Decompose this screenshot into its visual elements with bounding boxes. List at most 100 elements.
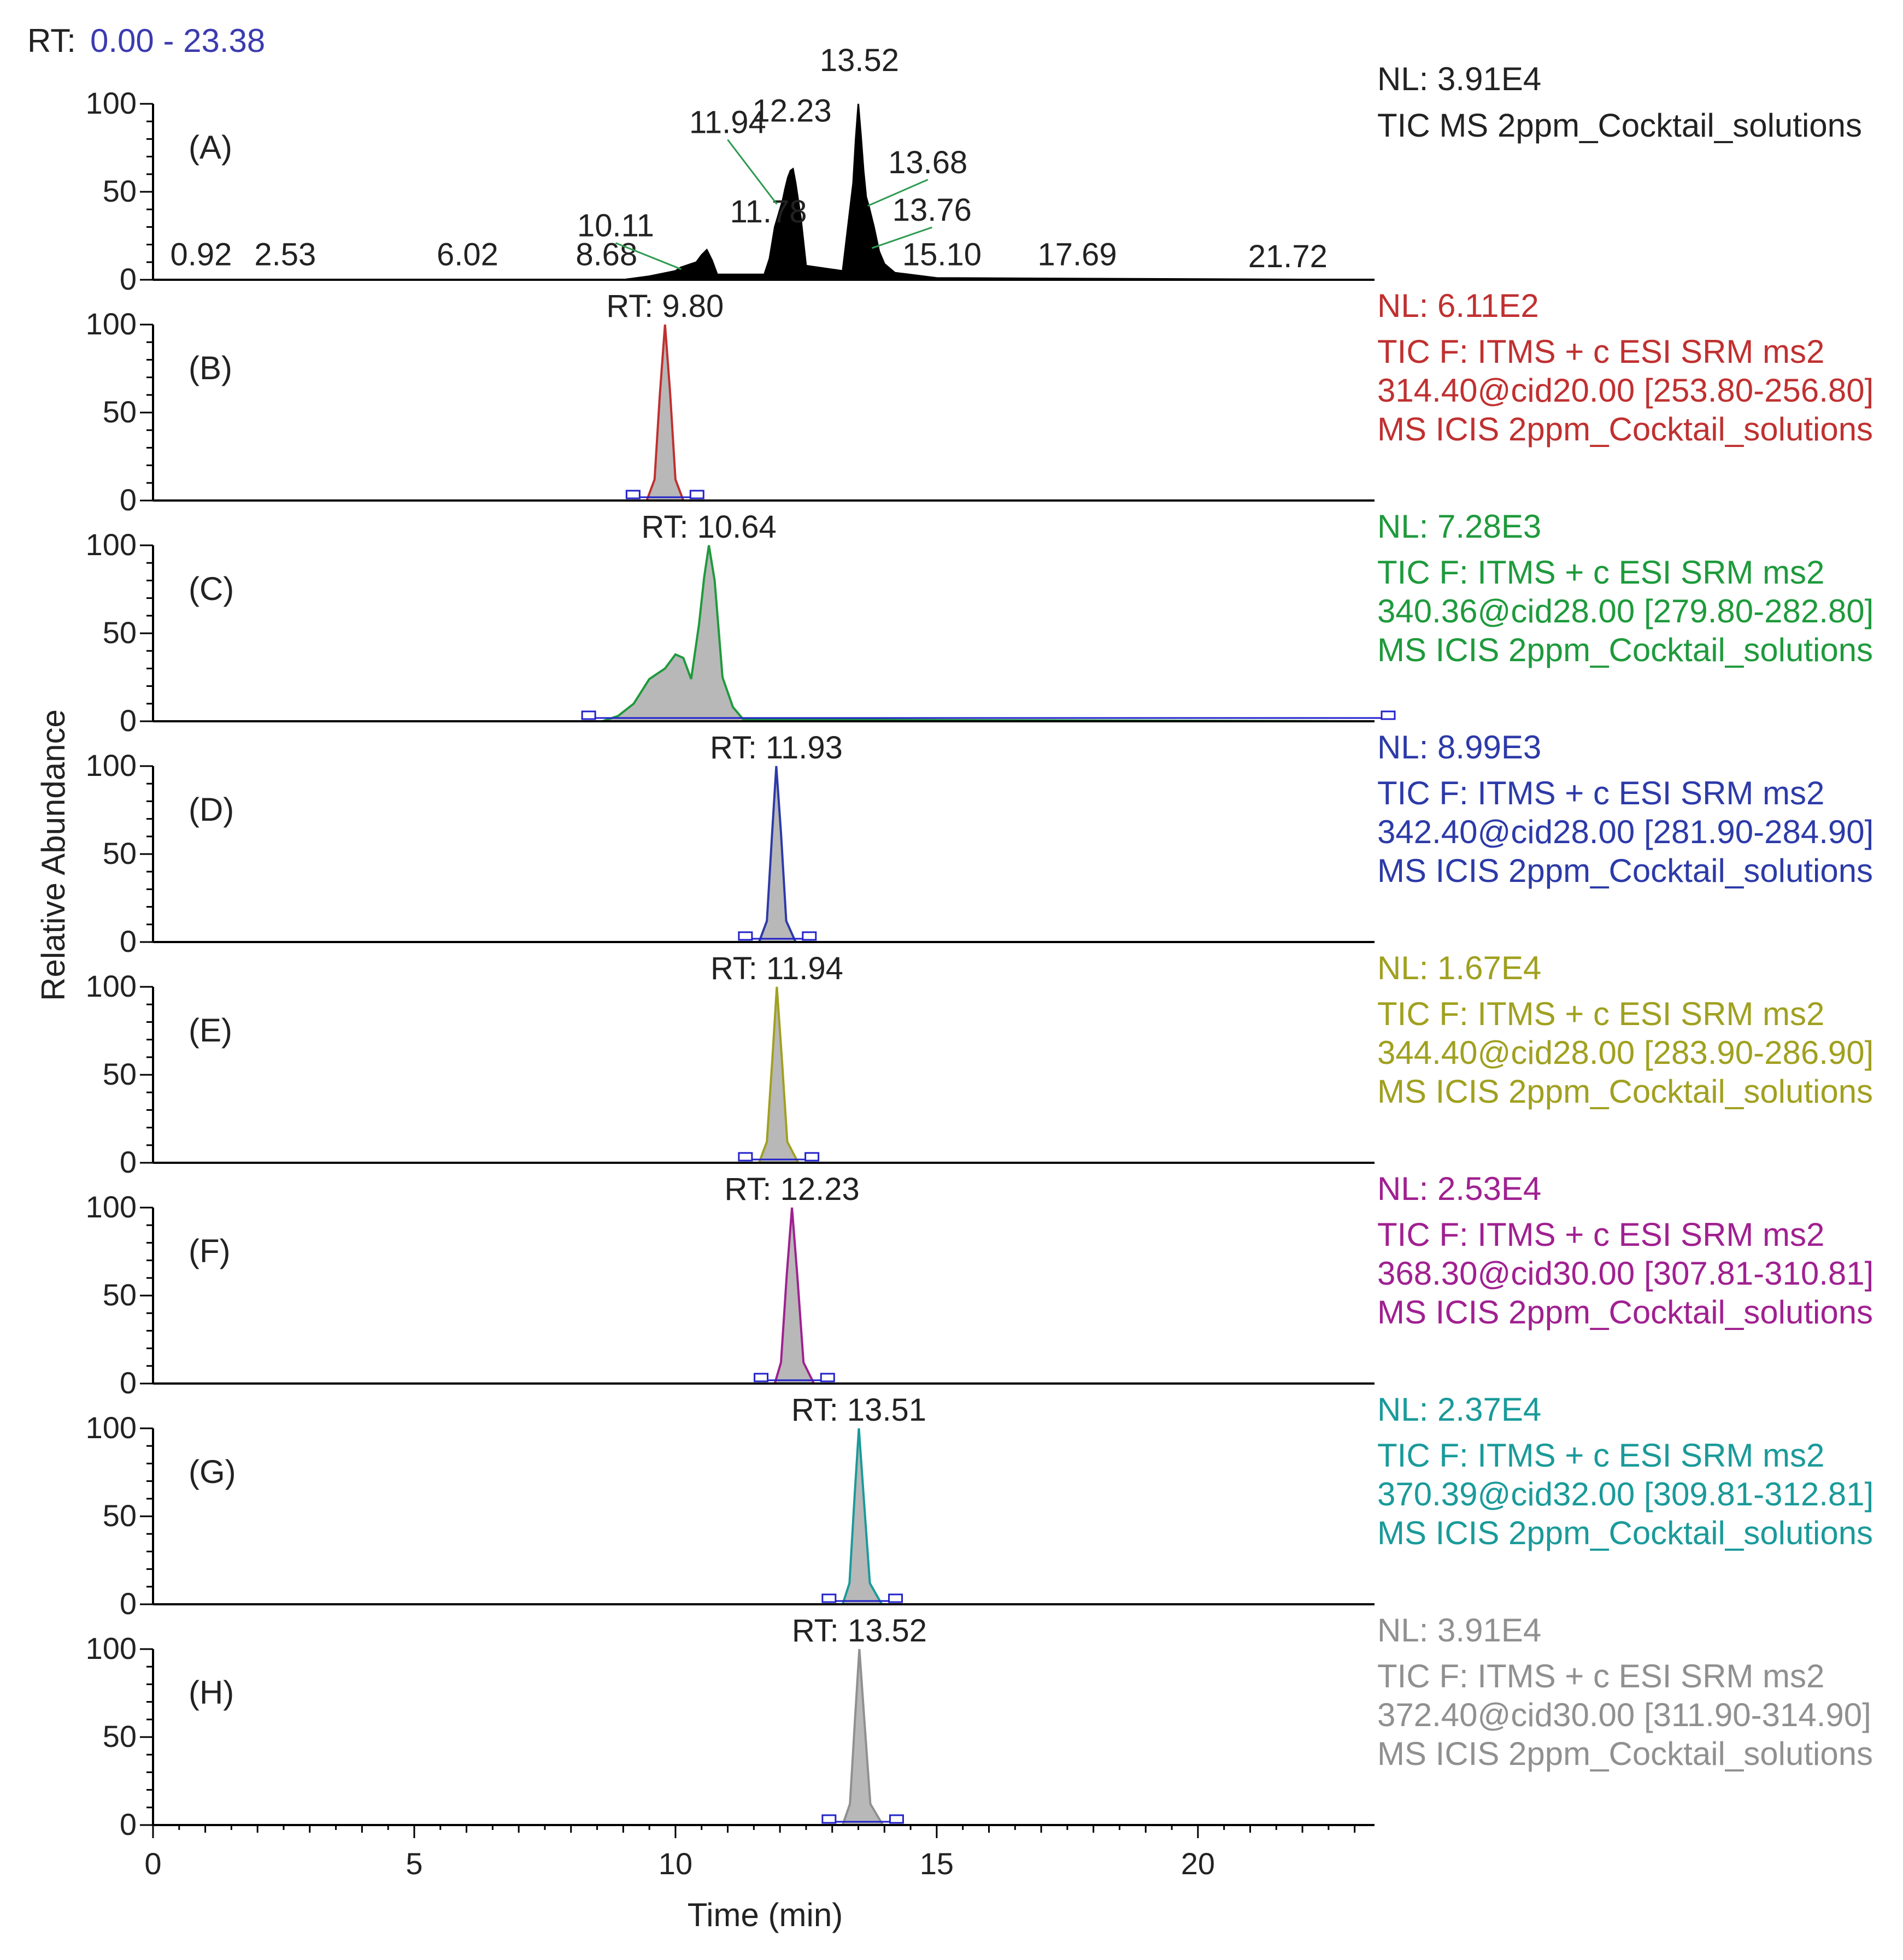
scan-info-line: TIC F: ITMS + c ESI SRM ms2 xyxy=(1377,775,1824,811)
chromatogram-trace xyxy=(153,545,1375,722)
peak-area xyxy=(647,325,684,501)
normalization-level: NL: 8.99E3 xyxy=(1377,729,1541,766)
scan-info-line: TIC MS 2ppm_Cocktail_solutions xyxy=(1377,107,1862,144)
y-tick-label: 100 xyxy=(86,307,137,341)
peak-area xyxy=(774,1208,814,1384)
tic-peak-label: 8.68 xyxy=(575,237,637,273)
peak-rt-label: RT: 11.94 xyxy=(710,951,843,986)
x-tick-label: 0 xyxy=(144,1846,161,1881)
tic-peak-label: 11.94 xyxy=(689,105,766,140)
y-tick-label: 50 xyxy=(103,395,137,429)
y-tick-label: 100 xyxy=(86,86,137,120)
y-tick-label: 0 xyxy=(120,1807,137,1841)
scan-info-line: MS ICIS 2ppm_Cocktail_solutions xyxy=(1377,411,1873,448)
normalization-level: NL: 1.67E4 xyxy=(1377,950,1541,986)
baseline-start-marker xyxy=(738,1152,753,1162)
baseline-end-marker xyxy=(802,931,817,941)
y-tick-label: 0 xyxy=(120,1586,137,1621)
y-axis-title: Relative Abundance xyxy=(35,709,72,1001)
tic-peak-label: 11.78 xyxy=(730,194,807,229)
x-tick-label: 20 xyxy=(1181,1846,1215,1881)
y-tick-label: 100 xyxy=(86,527,137,562)
tic-peak-label: 6.02 xyxy=(437,237,498,273)
peak-leader xyxy=(867,179,929,207)
peak-area xyxy=(759,766,796,942)
tic-peak-label: 0.92 xyxy=(171,237,232,273)
tic-peak-label: 15.10 xyxy=(902,237,982,273)
baseline-start-marker xyxy=(821,1814,837,1824)
baseline-end-marker xyxy=(889,1814,904,1824)
scan-info-line: 370.39@cid32.00 [309.81-312.81] xyxy=(1377,1476,1873,1512)
panel-d: 0 50 100 RT: 11.93 (D) NL: 8.99E3 TIC F: ITMS … xyxy=(86,729,1874,958)
panel-label: (F) xyxy=(189,1233,231,1269)
y-tick-label: 50 xyxy=(103,1498,137,1533)
baseline-start-marker xyxy=(581,710,596,720)
panel-e: 0 50 100 RT: 11.94 (E) NL: 1.67E4 TIC F: ITMS … xyxy=(86,950,1874,1179)
scan-info-line: TIC F: ITMS + c ESI SRM ms2 xyxy=(1377,1216,1824,1253)
peak-leader xyxy=(871,226,932,249)
peak-rt-label: RT: 13.51 xyxy=(791,1392,926,1428)
x-axis-title: Time (min) xyxy=(688,1897,843,1933)
x-tick-label: 5 xyxy=(406,1846,422,1881)
y-tick-label: 50 xyxy=(103,1057,137,1091)
tic-peak-label: 21.72 xyxy=(1248,239,1328,274)
panel-label: (A) xyxy=(189,129,232,166)
scan-info-line: TIC F: ITMS + c ESI SRM ms2 xyxy=(1377,1437,1824,1474)
baseline-start-marker xyxy=(625,490,641,499)
scan-info-line: TIC F: ITMS + c ESI SRM ms2 xyxy=(1377,333,1824,370)
y-tick-label: 50 xyxy=(103,1719,137,1753)
scan-info-line: 342.40@cid28.00 [281.90-284.90] xyxy=(1377,814,1873,850)
x-tick-label: 10 xyxy=(659,1846,692,1881)
panel-label: (D) xyxy=(189,791,234,828)
peak-rt-label: RT: 10.64 xyxy=(642,509,777,545)
tic-peak-label: 10.11 xyxy=(577,208,654,244)
scan-info-line: 344.40@cid28.00 [283.90-286.90] xyxy=(1377,1034,1873,1071)
panel-label: (G) xyxy=(189,1453,236,1490)
tic-peak-label: 2.53 xyxy=(254,237,316,273)
rt-range-label: RT: xyxy=(27,22,76,59)
y-tick-label: 0 xyxy=(120,482,137,517)
tic-peak-label: 12.23 xyxy=(753,93,832,129)
peak-leader xyxy=(727,139,778,205)
y-tick-label: 50 xyxy=(103,615,137,650)
baseline-end-marker xyxy=(820,1373,835,1382)
y-tick-label: 0 xyxy=(120,924,137,958)
chromatogram-trace xyxy=(153,1428,1375,1605)
scan-info-line: MS ICIS 2ppm_Cocktail_solutions xyxy=(1377,1735,1873,1772)
scan-info-line: MS ICIS 2ppm_Cocktail_solutions xyxy=(1377,632,1873,668)
panel-b: 0 50 100 RT: 9.80 (B) NL: 6.11E2 TIC F: ITMS +… xyxy=(86,287,1874,517)
tic-peak-label: 13.68 xyxy=(888,145,967,180)
baseline-end-marker xyxy=(804,1152,820,1162)
panel-label: (B) xyxy=(189,350,232,386)
normalization-level: NL: 2.53E4 xyxy=(1377,1170,1541,1207)
peak-leader xyxy=(615,242,682,270)
peak-area xyxy=(602,545,1375,721)
peak-area xyxy=(842,1428,882,1604)
y-tick-label: 50 xyxy=(103,174,137,208)
tic-peak-label: 13.76 xyxy=(892,192,972,228)
baseline-start-marker xyxy=(821,1593,837,1603)
baseline-start-marker xyxy=(738,931,753,941)
scan-info-line: MS ICIS 2ppm_Cocktail_solutions xyxy=(1377,852,1873,889)
scan-info-line: MS ICIS 2ppm_Cocktail_solutions xyxy=(1377,1294,1873,1331)
tic-peak-label: 13.52 xyxy=(820,43,899,78)
baseline-end-marker xyxy=(888,1593,903,1603)
chromatogram-trace xyxy=(153,766,1375,943)
scan-info-line: MS ICIS 2ppm_Cocktail_solutions xyxy=(1377,1073,1873,1110)
chromatogram-trace xyxy=(153,986,1375,1164)
peak-rt-label: RT: 9.80 xyxy=(606,289,724,324)
chromatogram-trace xyxy=(153,1649,1375,1826)
scan-info-line: TIC F: ITMS + c ESI SRM ms2 xyxy=(1377,554,1824,591)
peak-rt-label: RT: 12.23 xyxy=(725,1172,860,1207)
scan-info-line: 340.36@cid28.00 [279.80-282.80] xyxy=(1377,593,1873,629)
y-tick-label: 100 xyxy=(86,1410,137,1445)
y-tick-label: 100 xyxy=(86,748,137,782)
normalization-level: NL: 2.37E4 xyxy=(1377,1391,1541,1428)
y-tick-label: 50 xyxy=(103,1278,137,1312)
normalization-level: NL: 3.91E4 xyxy=(1377,1612,1541,1649)
chromatogram-trace xyxy=(153,324,1375,502)
baseline-start-marker xyxy=(754,1373,769,1382)
baseline-end-marker xyxy=(1381,710,1396,720)
